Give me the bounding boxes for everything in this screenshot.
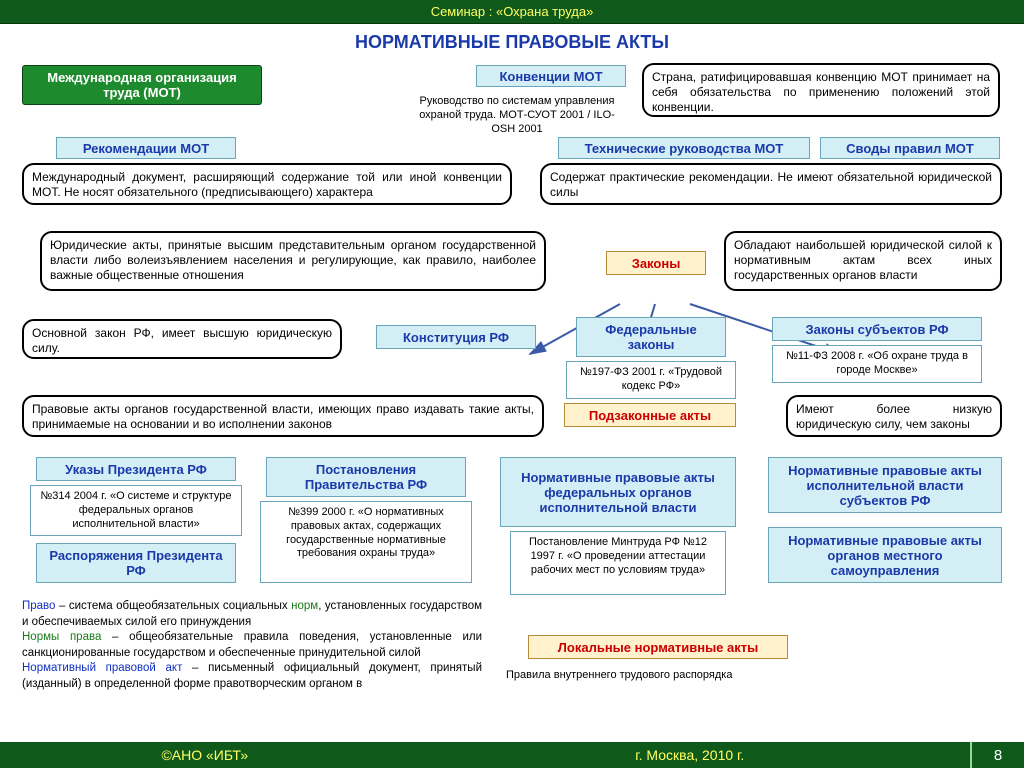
laws-left-desc: Юридические акты, принятые высшим предст… xyxy=(40,231,546,291)
footer-page: 8 xyxy=(970,742,1024,768)
tech-guides-header: Технические руководства МОТ xyxy=(558,137,810,159)
conventions-header: Конвенции МОТ xyxy=(476,65,626,87)
seminar-header-text: Семинар : «Охрана труда» xyxy=(431,4,594,19)
page-title: НОРМАТИВНЫЕ ПРАВОВЫЕ АКТЫ xyxy=(0,24,1024,59)
subject-laws-note: №11-ФЗ 2008 г. «Об охране труда в городе… xyxy=(772,345,982,383)
constitution-header: Конституция РФ xyxy=(376,325,536,349)
npa-subj-header: Нормативные правовые акты исполнительной… xyxy=(768,457,1002,513)
bylaws-header: Подзаконные акты xyxy=(564,403,736,427)
footer: ©АНО «ИБТ» г. Москва, 2010 г. 8 xyxy=(0,742,1024,768)
npa-fed-note: Постановление Минтруда РФ №12 1997 г. «О… xyxy=(510,531,726,595)
constitution-desc: Основной закон РФ, имеет высшую юридичес… xyxy=(22,319,342,359)
conventions-desc: Страна, ратифицировавшая конвенцию МОТ п… xyxy=(642,63,1000,117)
tech-guides-desc: Содержат практические рекомендации. Не и… xyxy=(540,163,1002,205)
def3-term: Нормативный правовой акт xyxy=(22,662,182,674)
bylaws-desc: Правовые акты органов государственной вл… xyxy=(22,395,544,437)
recommendations-header: Рекомендации МОТ xyxy=(56,137,236,159)
conventions-note: Руководство по системам управления охран… xyxy=(408,91,626,135)
federal-laws-note: №197-ФЗ 2001 г. «Трудовой кодекс РФ» xyxy=(566,361,736,399)
def1-term2: норм xyxy=(291,600,318,612)
def2-term: Нормы права xyxy=(22,631,101,643)
seminar-header: Семинар : «Охрана труда» xyxy=(0,0,1024,24)
laws-right-desc: Обладают наибольшей юридической силой к … xyxy=(724,231,1002,291)
mot-header: Международная организация труда (МОТ) xyxy=(22,65,262,105)
def1-body: – система общеобязательных социальных xyxy=(55,600,291,612)
local-acts-header: Локальные нормативные акты xyxy=(528,635,788,659)
postanovleniya-header: Постановления Правительства РФ xyxy=(266,457,466,497)
codes-header: Своды правил МОТ xyxy=(820,137,1000,159)
postanovleniya-note: №399 2000 г. «О нормативных правовых акт… xyxy=(260,501,472,583)
footer-org: ©АНО «ИБТ» xyxy=(0,747,410,763)
npa-fed-header: Нормативные правовые акты федеральных ор… xyxy=(500,457,736,527)
recommendations-desc: Международный документ, расширяющий соде… xyxy=(22,163,512,205)
laws-header: Законы xyxy=(606,251,706,275)
bylaws-right-desc: Имеют более низкую юридическую силу, чем… xyxy=(786,395,1002,437)
local-acts-note: Правила внутреннего трудового распорядка xyxy=(500,665,816,687)
federal-laws-header: Федеральные законы xyxy=(576,317,726,357)
npa-local-header: Нормативные правовые акты органов местно… xyxy=(768,527,1002,583)
definitions-block: Право – система общеобязательных социаль… xyxy=(22,599,482,692)
subject-laws-header: Законы субъектов РФ xyxy=(772,317,982,341)
diagram-canvas: Международная организация труда (МОТ) Ко… xyxy=(0,59,1024,777)
ukaz-note: №314 2004 г. «О системе и структуре феде… xyxy=(30,485,242,536)
footer-city: г. Москва, 2010 г. xyxy=(410,747,970,763)
rasporyazheniya-header: Распоряжения Президента РФ xyxy=(36,543,236,583)
def1-term: Право xyxy=(22,600,55,612)
ukaz-header: Указы Президента РФ xyxy=(36,457,236,481)
